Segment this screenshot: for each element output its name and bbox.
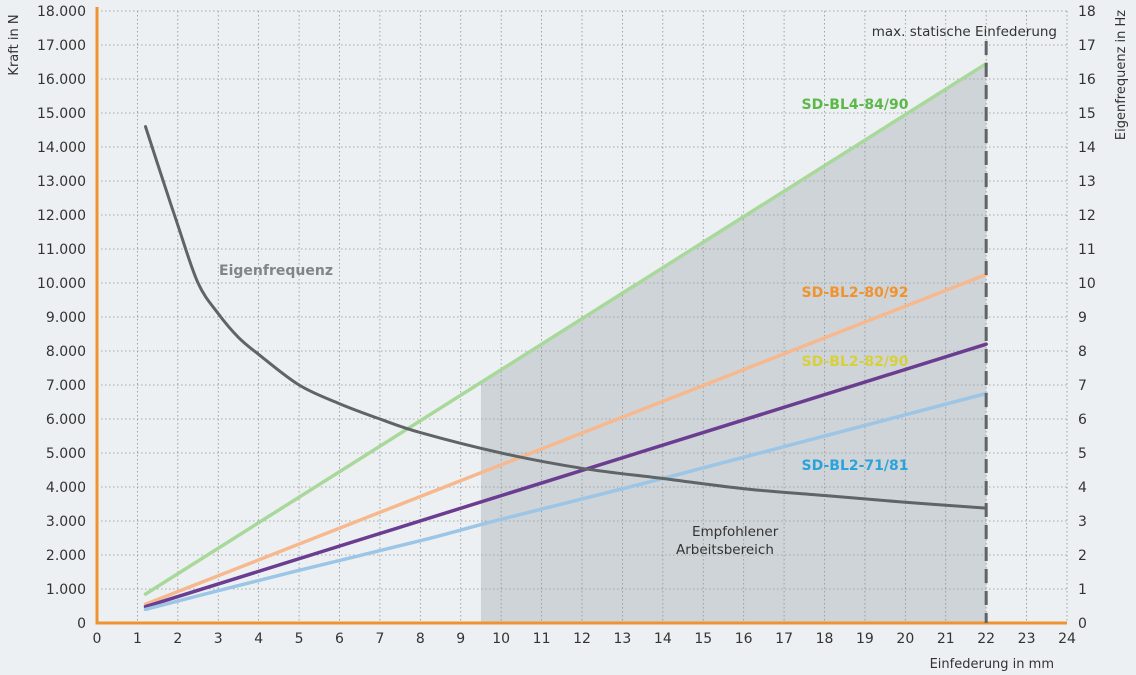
axes: 0 1.000 2.000 3.000 4.000 5.000 6.000 7.000 8.00… bbox=[37, 4, 1096, 647]
y-tick-label: 9.000 bbox=[46, 310, 86, 326]
y2-tick-label: 0 bbox=[1078, 616, 1087, 632]
series-line bbox=[143, 342, 988, 609]
y2-axis-title: Eigenfrequenz in Hz bbox=[1114, 10, 1129, 140]
x-tick-label: 15 bbox=[694, 631, 712, 647]
y2-tick-label: 14 bbox=[1078, 140, 1096, 156]
y-tick-label: 12.000 bbox=[37, 208, 86, 224]
x-tick-label: 18 bbox=[816, 631, 834, 647]
y2-tick-label: 7 bbox=[1078, 378, 1087, 394]
x-tick-label: 11 bbox=[533, 631, 551, 647]
x-axis-title: Einfederung in mm bbox=[930, 657, 1054, 672]
x-tick-label: 6 bbox=[335, 631, 344, 647]
y2-tick-label: 16 bbox=[1078, 72, 1096, 88]
x-tick-label: 10 bbox=[492, 631, 510, 647]
y-tick-label: 8.000 bbox=[46, 344, 86, 360]
y-tick-label: 5.000 bbox=[46, 446, 86, 462]
x-tick-label: 5 bbox=[295, 631, 304, 647]
y2-tick-label: 1 bbox=[1078, 582, 1087, 598]
y-axis-title: Kraft in N bbox=[7, 14, 22, 75]
recommended-range-label-line2: Arbeitsbereich bbox=[676, 542, 774, 558]
y-tick-label: 1.000 bbox=[46, 582, 86, 598]
y-tick-label: 4.000 bbox=[46, 480, 86, 496]
y-tick-label: 11.000 bbox=[37, 242, 86, 258]
recommended-range-shading bbox=[480, 63, 987, 623]
y2-tick-label: 5 bbox=[1078, 446, 1087, 462]
x-tick-label: 1 bbox=[133, 631, 142, 647]
x-tick-label: 16 bbox=[735, 631, 753, 647]
y2-tick-label: 13 bbox=[1078, 174, 1096, 190]
y-tick-label: 3.000 bbox=[46, 514, 86, 530]
series-label: SD-BL2-82/90 bbox=[802, 354, 909, 370]
series-line bbox=[144, 125, 988, 510]
y-tick-label: 18.000 bbox=[37, 4, 86, 20]
x-tick-label: 0 bbox=[93, 631, 102, 647]
series-line bbox=[143, 391, 988, 612]
series-line bbox=[143, 61, 988, 596]
x-tick-label: 23 bbox=[1018, 631, 1036, 647]
y2-tick-label: 12 bbox=[1078, 208, 1096, 224]
y-tick-label: 14.000 bbox=[37, 140, 86, 156]
y-tick-label: 16.000 bbox=[37, 72, 86, 88]
y-tick-label: 13.000 bbox=[37, 174, 86, 190]
y2-tick-label: 11 bbox=[1078, 242, 1096, 258]
x-tick-label: 9 bbox=[456, 631, 465, 647]
y-tick-label: 6.000 bbox=[46, 412, 86, 428]
x-tick-label: 12 bbox=[573, 631, 591, 647]
labels: SD-BL4-84/90 SD-BL2-80/92 SD-BL2-82/90 SD-B… bbox=[219, 97, 909, 474]
max-deflection-label: max. statische Einfederung bbox=[872, 24, 1057, 40]
x-tick-label: 20 bbox=[896, 631, 914, 647]
x-tick-label: 24 bbox=[1058, 631, 1076, 647]
y2-tick-label: 18 bbox=[1078, 4, 1096, 20]
x-tick-label: 8 bbox=[416, 631, 425, 647]
x-tick-label: 13 bbox=[614, 631, 632, 647]
x-tick-label: 4 bbox=[254, 631, 263, 647]
y-tick-label: 7.000 bbox=[46, 378, 86, 394]
x-tick-label: 14 bbox=[654, 631, 672, 647]
x-tick-label: 22 bbox=[977, 631, 995, 647]
y-tick-label: 10.000 bbox=[37, 276, 86, 292]
y2-tick-label: 6 bbox=[1078, 412, 1087, 428]
y2-tick-label: 3 bbox=[1078, 514, 1087, 530]
series-label: SD-BL2-71/81 bbox=[802, 458, 909, 474]
series-lines bbox=[143, 41, 988, 623]
series-line bbox=[143, 272, 988, 607]
y-tick-label: 0 bbox=[77, 616, 86, 632]
x-tick-label: 2 bbox=[173, 631, 182, 647]
series-label: Eigenfrequenz bbox=[219, 263, 333, 279]
x-tick-label: 7 bbox=[375, 631, 384, 647]
y2-tick-label: 15 bbox=[1078, 106, 1096, 122]
y2-tick-label: 17 bbox=[1078, 38, 1096, 54]
y2-tick-label: 10 bbox=[1078, 276, 1096, 292]
x-tick-label: 19 bbox=[856, 631, 874, 647]
y2-tick-label: 8 bbox=[1078, 344, 1087, 360]
x-tick-label: 3 bbox=[214, 631, 223, 647]
x-tick-label: 17 bbox=[775, 631, 793, 647]
series-label: SD-BL4-84/90 bbox=[802, 97, 909, 113]
y-tick-label: 15.000 bbox=[37, 106, 86, 122]
y2-tick-label: 4 bbox=[1078, 480, 1087, 496]
recommended-range-label-line1: Empfohlener bbox=[692, 524, 779, 540]
y2-tick-label: 9 bbox=[1078, 310, 1087, 326]
y-tick-label: 2.000 bbox=[46, 548, 86, 564]
series-label: SD-BL2-80/92 bbox=[802, 285, 909, 301]
x-tick-label: 21 bbox=[937, 631, 955, 647]
y2-tick-label: 2 bbox=[1078, 548, 1087, 564]
y-tick-label: 17.000 bbox=[37, 38, 86, 54]
grid bbox=[97, 10, 1068, 623]
